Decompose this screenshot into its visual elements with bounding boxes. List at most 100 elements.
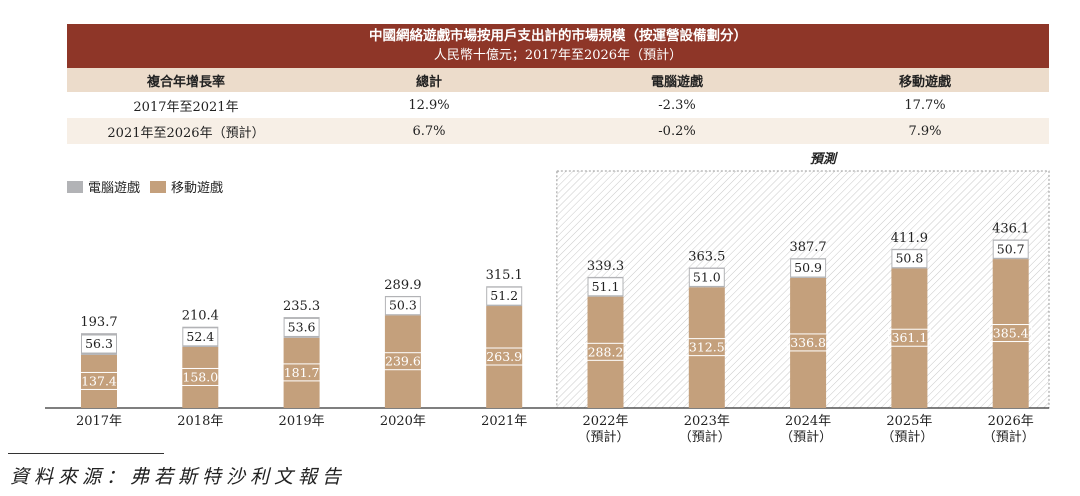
label-box-pc <box>588 278 623 296</box>
x-tick-label: 2023年 <box>684 414 730 429</box>
table-cell: 6.7% <box>305 118 553 144</box>
label-total-value: 315.1 <box>486 268 523 283</box>
label-mobile-value: 336.8 <box>790 335 826 350</box>
label-mobile-value: 385.4 <box>993 326 1029 341</box>
label-total-value: 210.4 <box>182 309 219 324</box>
label-pc-value: 50.3 <box>389 298 417 313</box>
label-mobile-value: 239.6 <box>385 354 421 369</box>
label-box-pc <box>385 297 420 315</box>
label-box-pc <box>82 335 116 353</box>
label-total-value: 436.1 <box>992 221 1029 236</box>
label-pc-value: 53.6 <box>288 319 316 334</box>
bar-mobile <box>790 277 827 408</box>
bar-mobile <box>992 259 1029 408</box>
chart-legend: 電腦遊戲 移動遊戲 <box>67 177 233 196</box>
label-pc-value: 51.1 <box>592 279 620 294</box>
label-box-pc <box>183 328 218 346</box>
x-tick-label: 2022年 <box>582 414 628 429</box>
label-mobile-outline <box>178 367 222 386</box>
legend-item-mobile: 移動遊戲 <box>150 177 223 196</box>
table-cell: 2021年至2026年（預計） <box>67 118 305 144</box>
stacked-bar-chart: 預測 137.4 56.3 193.7 2017年 158.0 52.4 210.4 2018年… <box>45 151 1050 445</box>
x-tick-label: 2021年 <box>481 414 527 429</box>
x-tick-label: 2020年 <box>380 414 426 429</box>
legend-item-pc: 電腦遊戲 <box>67 177 140 196</box>
bar-mobile <box>891 268 928 408</box>
label-total-value: 193.7 <box>80 315 117 330</box>
table-cell: 2017年至2021年 <box>133 99 239 115</box>
x-tick-label: 2024年 <box>785 414 831 429</box>
label-pc-value: 56.3 <box>85 336 113 351</box>
label-box-pc <box>791 259 826 277</box>
header-cagr: 複合年增長率 <box>67 68 305 92</box>
table-cell: 7.9% <box>801 118 1049 144</box>
legend-swatch-pc <box>67 180 83 193</box>
bar-mobile <box>384 315 421 408</box>
label-mobile-value: 312.5 <box>689 340 725 355</box>
label-mobile-outline <box>786 333 830 352</box>
x-tick-label: 2025年 <box>886 414 932 429</box>
table-title-banner: 中國網絡遊戲市場按用戶支出計的市場規模（按運營設備劃分） 人民幣十億元；2017… <box>67 24 1049 68</box>
bar-mobile <box>182 346 219 408</box>
table-cell: -2.3% <box>658 97 696 113</box>
table-cell: 17.7% <box>904 97 946 113</box>
label-box-pc <box>487 287 522 305</box>
label-pc-value: 50.7 <box>997 241 1025 256</box>
label-mobile-outline <box>584 342 627 361</box>
label-mobile-outline <box>280 363 324 382</box>
table-row: 2021年至2026年（預計） 6.7% -0.2% 7.9% <box>67 118 1049 144</box>
label-mobile-value: 361.1 <box>892 330 928 345</box>
source-divider <box>8 453 164 454</box>
x-tick-note: （預計） <box>577 429 629 445</box>
label-total-value: 339.3 <box>587 259 624 274</box>
label-mobile-outline <box>888 328 931 347</box>
table-header-row: 複合年增長率 總計 電腦遊戲 移動遊戲 <box>67 68 1049 92</box>
x-tick-note: （預計） <box>780 429 832 445</box>
label-mobile-outline <box>482 347 526 366</box>
legend-label-mobile: 移動遊戲 <box>171 181 224 196</box>
x-tick-label: 2017年 <box>76 414 122 429</box>
table-cell: -0.2% <box>553 118 801 144</box>
legend-swatch-mobile <box>150 180 167 193</box>
label-mobile-value: 158.0 <box>182 369 218 384</box>
label-mobile-outline <box>685 338 729 357</box>
label-box-pc <box>892 250 927 268</box>
label-mobile-outline <box>381 352 425 371</box>
legend-label-pc: 電腦遊戲 <box>88 181 141 196</box>
label-pc-value: 50.9 <box>794 260 822 275</box>
table-row: 2017年至2021年 12.9% -2.3% 17.7% <box>67 92 1049 118</box>
x-tick-label: 2026年 <box>988 414 1034 429</box>
label-mobile-value: 288.2 <box>588 344 624 359</box>
label-total-value: 387.7 <box>789 240 826 255</box>
table-subtitle: 人民幣十億元；2017年至2026年（預計） <box>433 48 683 63</box>
label-pc-value: 50.8 <box>895 251 923 266</box>
table-title: 中國網絡遊戲市場按用戶支出計的市場規模（按運營設備劃分） <box>369 28 747 44</box>
label-mobile-value: 137.4 <box>81 373 117 388</box>
bar-mobile <box>587 296 624 408</box>
label-box-pc <box>993 240 1028 258</box>
label-mobile-outline <box>77 371 121 390</box>
label-total-value: 363.5 <box>688 250 725 265</box>
x-tick-note: （預計） <box>679 429 731 445</box>
label-box-pc <box>689 268 724 286</box>
bar-mobile <box>486 306 523 408</box>
label-mobile-value: 263.9 <box>486 349 522 364</box>
x-tick-label: 2019年 <box>279 414 325 429</box>
forecast-label: 預測 <box>810 151 839 167</box>
label-total-value: 235.3 <box>283 299 320 314</box>
bar-mobile <box>81 354 117 408</box>
label-mobile-outline <box>989 324 1033 343</box>
header-total: 總計 <box>305 68 553 92</box>
label-pc-value: 52.4 <box>186 329 214 344</box>
label-pc-value: 51.0 <box>693 269 721 284</box>
table-cell: 12.9% <box>408 97 450 113</box>
bar-mobile <box>688 287 725 408</box>
cagr-table: 複合年增長率 總計 電腦遊戲 移動遊戲 2017年至2021年 12.9% -2… <box>67 68 1049 144</box>
source-note: 資料來源：弗若斯特沙利文報告 <box>10 466 347 488</box>
label-total-value: 289.9 <box>384 278 421 293</box>
label-mobile-value: 181.7 <box>284 365 320 380</box>
x-tick-label: 2018年 <box>177 414 223 429</box>
label-total-value: 411.9 <box>891 231 928 246</box>
header-mobile-games: 移動遊戲 <box>801 68 1049 92</box>
label-box-pc <box>284 318 319 336</box>
